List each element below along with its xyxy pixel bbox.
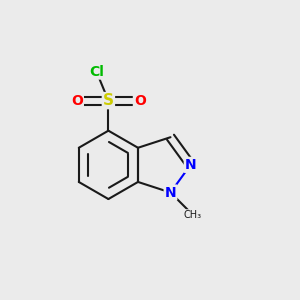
Text: Cl: Cl	[89, 64, 104, 79]
Text: O: O	[134, 94, 146, 108]
Text: O: O	[71, 94, 83, 108]
Text: CH₃: CH₃	[184, 210, 202, 220]
Text: N: N	[165, 185, 176, 200]
Text: S: S	[103, 93, 114, 108]
Text: N: N	[185, 158, 197, 172]
